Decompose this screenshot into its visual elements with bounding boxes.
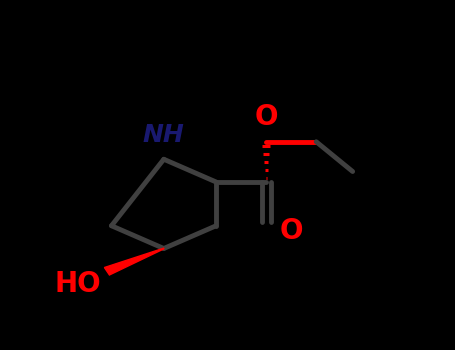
Text: NH: NH <box>143 123 185 147</box>
Text: O: O <box>254 103 278 131</box>
Text: HO: HO <box>54 270 101 298</box>
Text: O: O <box>279 217 303 245</box>
Polygon shape <box>104 248 164 275</box>
